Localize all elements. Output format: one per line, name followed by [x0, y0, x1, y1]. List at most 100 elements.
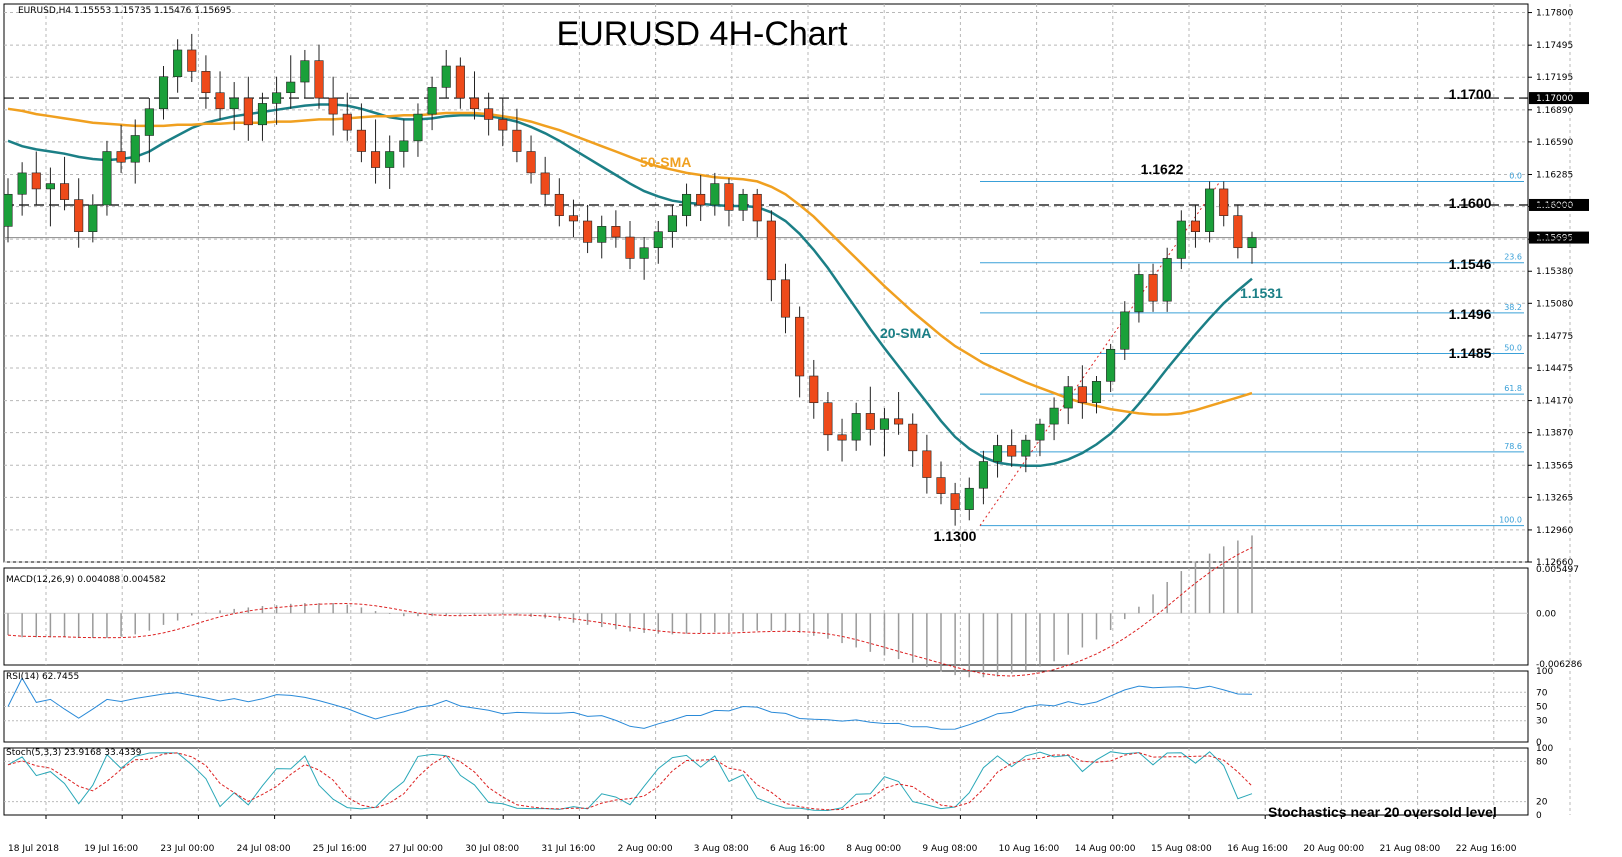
candle-body: [187, 49, 197, 72]
candle-body: [597, 226, 607, 243]
time-tick-label: 8 Aug 00:00: [846, 844, 901, 854]
candle-body: [851, 413, 861, 441]
price-tick-label: 1.17495: [1536, 41, 1573, 51]
candle-body: [639, 247, 649, 259]
level-axis-box: [1529, 198, 1589, 211]
stoch-tick: 0: [1536, 811, 1542, 821]
candle-body: [653, 231, 663, 249]
candle-body: [74, 199, 84, 232]
time-tick-label: 21 Aug 08:00: [1380, 844, 1441, 854]
stoch-title: Stoch(5,3,3) 23.9168 33.4339: [6, 748, 142, 758]
candle-body: [1219, 188, 1229, 216]
price-axis: 1.17800 1.17495 1.17195 1.16890 1.16590 1.162…: [1528, 9, 1573, 568]
candle-body: [3, 193, 13, 227]
candle-body: [116, 151, 126, 163]
candle-body: [1162, 258, 1172, 302]
candle-body: [201, 71, 211, 94]
candle-body: [978, 461, 988, 489]
candle-body: [696, 193, 706, 206]
candle-body: [243, 97, 253, 126]
candle-body: [540, 172, 550, 195]
candle-body: [738, 193, 748, 211]
candle-body: [1007, 445, 1017, 457]
label-level-1600: 1.1600: [1449, 195, 1492, 211]
candle-body: [1205, 188, 1215, 232]
time-tick-label: 31 Jul 16:00: [541, 844, 595, 854]
price-tick-label: 1.13565: [1536, 461, 1573, 471]
price-tick-label: 1.14170: [1536, 397, 1573, 407]
candle-body: [173, 49, 183, 77]
price-tick-label: 1.15080: [1536, 299, 1573, 309]
level-axis-label: 1.16000: [1536, 201, 1573, 211]
time-tick-label: 10 Aug 16:00: [999, 844, 1060, 854]
candle-body: [780, 279, 791, 318]
candle-body: [1106, 348, 1116, 382]
candle-body: [413, 113, 423, 142]
price-tick-label: 1.17800: [1536, 9, 1573, 19]
candle-body: [568, 215, 578, 222]
candle-body: [469, 97, 480, 110]
label-low-1300: 1.1300: [934, 528, 977, 544]
time-tick-label: 19 Jul 16:00: [84, 844, 138, 854]
stoch-d-line: [7, 752, 1253, 811]
candle-body: [314, 60, 324, 99]
candle-body: [1091, 381, 1102, 404]
stochastic-panel: 100 80 20 0: [4, 744, 1553, 821]
candle-body: [356, 129, 366, 152]
stoch-tick: 80: [1536, 757, 1548, 767]
candle-body: [795, 316, 805, 377]
candle-body: [1148, 274, 1158, 302]
candle-body: [144, 108, 154, 136]
fib-label-38.2: 38.2: [1504, 303, 1522, 312]
time-tick-label: 30 Jul 08:00: [465, 844, 519, 854]
fib-label-100.0: 100.0: [1499, 516, 1522, 525]
candle-body: [936, 477, 946, 494]
candle-body: [554, 193, 564, 216]
stoch-tick: 20: [1536, 798, 1548, 808]
fib-label-23.6: 23.6: [1504, 253, 1522, 262]
candle-body: [1120, 311, 1130, 350]
time-tick-label: 15 Aug 08:00: [1151, 844, 1212, 854]
chart-title: EURUSD 4H-Chart: [557, 15, 848, 53]
candle-body: [371, 151, 381, 168]
time-tick-label: 18 Jul 2018: [8, 844, 59, 854]
candle-body: [300, 60, 310, 83]
candle-body: [31, 172, 41, 190]
price-tick-label: 1.15985: [1536, 203, 1573, 213]
candle-body: [130, 135, 140, 163]
candle-body: [455, 65, 465, 99]
rsi-tick: 100: [1536, 667, 1553, 677]
macd-tick: 0.00: [1536, 609, 1556, 619]
current-price-box: [1529, 231, 1589, 244]
candle-body: [257, 103, 267, 126]
candle-body: [427, 87, 437, 115]
price-tick-label: 1.16590: [1536, 138, 1573, 148]
macd-panel: 0.005497 0.00 -0.006286: [4, 535, 1582, 678]
label-level-1700: 1.1700: [1449, 86, 1492, 102]
candle-body: [1176, 220, 1186, 259]
candle-body: [922, 450, 932, 478]
candle-body: [498, 119, 508, 131]
label-level-1485: 1.1485: [1449, 345, 1492, 361]
candle-body: [17, 172, 27, 195]
time-tick-label: 22 Aug 16:00: [1456, 844, 1517, 854]
price-tick-label: 1.15380: [1536, 267, 1573, 277]
candle-body: [752, 193, 762, 222]
sma-line-20-sma: [7, 103, 1253, 468]
horizontal-levels: 1.17000 1.16000 1.15695: [4, 92, 1589, 244]
stoch-k-line: [7, 751, 1253, 812]
label-50-sma: 50-SMA: [640, 154, 691, 170]
candle-body: [229, 97, 239, 110]
time-tick-label: 2 Aug 00:00: [618, 844, 673, 854]
label-level-1496: 1.1496: [1449, 306, 1492, 322]
candle-body: [484, 108, 494, 120]
label-high-1622: 1.1622: [1141, 161, 1184, 177]
stoch-tick: 100: [1536, 744, 1553, 754]
rsi-title: RSI(14) 62.7455: [6, 672, 79, 682]
candle-body: [399, 140, 409, 152]
candle-body: [1077, 386, 1087, 404]
price-tick-label: 1.17195: [1536, 73, 1573, 83]
price-tick-label: 1.16285: [1536, 171, 1573, 181]
candle-body: [102, 151, 112, 206]
rsi-tick: 70: [1536, 688, 1548, 698]
